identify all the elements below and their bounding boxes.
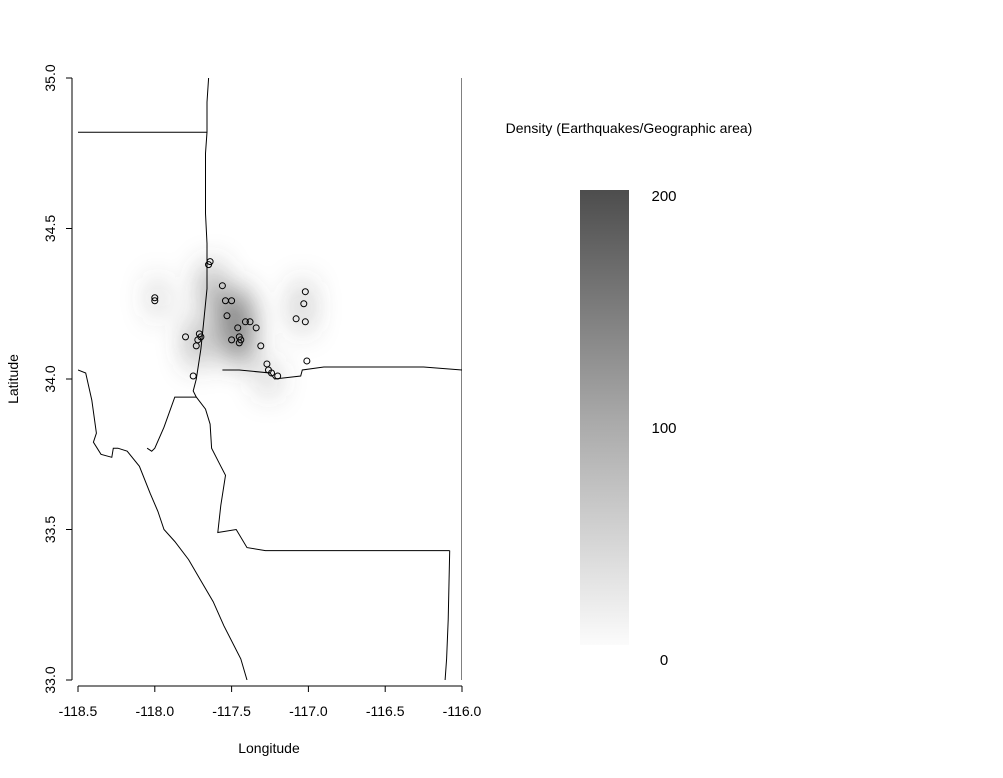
x-tick-label: -118.5 <box>59 703 98 719</box>
x-tick-label: -118.0 <box>135 703 174 719</box>
earthquake-point <box>303 357 311 365</box>
density-blob-2 <box>200 261 223 316</box>
earthquake-point <box>252 324 260 332</box>
county-boundaries <box>78 78 462 680</box>
earthquake-point <box>301 318 309 326</box>
x-tick-label: -116.0 <box>443 703 482 719</box>
boundary-line-4 <box>78 369 248 680</box>
x-tick-label: -116.5 <box>366 703 405 719</box>
earthquake-point <box>268 369 276 377</box>
density-blob-7 <box>239 339 255 370</box>
earthquake-point <box>246 318 254 326</box>
earthquake-point <box>301 288 309 296</box>
boundary-line-6 <box>222 366 462 380</box>
earthquake-point <box>241 318 249 326</box>
y-axis: 33.0 33.5 34.0 34.5 35.0 <box>42 64 73 694</box>
earthquake-point <box>189 372 197 380</box>
legend-color-bar <box>580 190 629 645</box>
earthquake-point <box>292 315 300 323</box>
earthquake-point <box>192 342 200 350</box>
earthquake-point <box>151 294 159 302</box>
earthquake-point <box>300 300 308 308</box>
color-legend: Density (Earthquakes/Geographic area) 20… <box>506 120 753 669</box>
earthquake-point <box>218 282 226 290</box>
earthquake-point <box>235 339 243 347</box>
y-tick-label: 33.0 <box>42 666 58 693</box>
x-tick-label: -117.5 <box>212 703 251 719</box>
legend-tick-label: 200 <box>651 188 676 205</box>
earthquake-point <box>151 297 159 305</box>
legend-title: Density (Earthquakes/Geographic area) <box>506 120 753 136</box>
earthquake-points <box>151 258 311 380</box>
boundary-line-7 <box>444 550 451 680</box>
earthquake-point <box>228 297 236 305</box>
x-axis-label: Longitude <box>238 740 300 756</box>
earthquake-point <box>234 324 242 332</box>
boundary-line-3 <box>146 396 186 452</box>
legend-tick-label: 0 <box>660 652 668 669</box>
earthquake-point <box>182 333 190 341</box>
y-tick-label: 34.0 <box>42 365 58 392</box>
earthquake-point <box>206 258 214 266</box>
x-axis: -118.5 -118.0 -117.5 -117.0 -116.5 -116.0 <box>59 685 482 719</box>
legend-tick-label: 100 <box>651 420 676 437</box>
earthquake-point <box>274 372 282 380</box>
y-tick-label: 34.5 <box>42 215 58 242</box>
earthquake-point <box>228 336 236 344</box>
density-heatmap <box>150 261 312 398</box>
y-tick-label: 33.5 <box>42 516 58 543</box>
boundary-line-5 <box>195 396 450 552</box>
earthquake-point <box>257 342 265 350</box>
earthquake-point <box>223 312 231 320</box>
x-tick-label: -117.0 <box>289 703 328 719</box>
y-axis-label: Latitude <box>5 354 21 404</box>
boundary-line-2 <box>185 78 210 398</box>
y-tick-label: 35.0 <box>42 64 58 91</box>
